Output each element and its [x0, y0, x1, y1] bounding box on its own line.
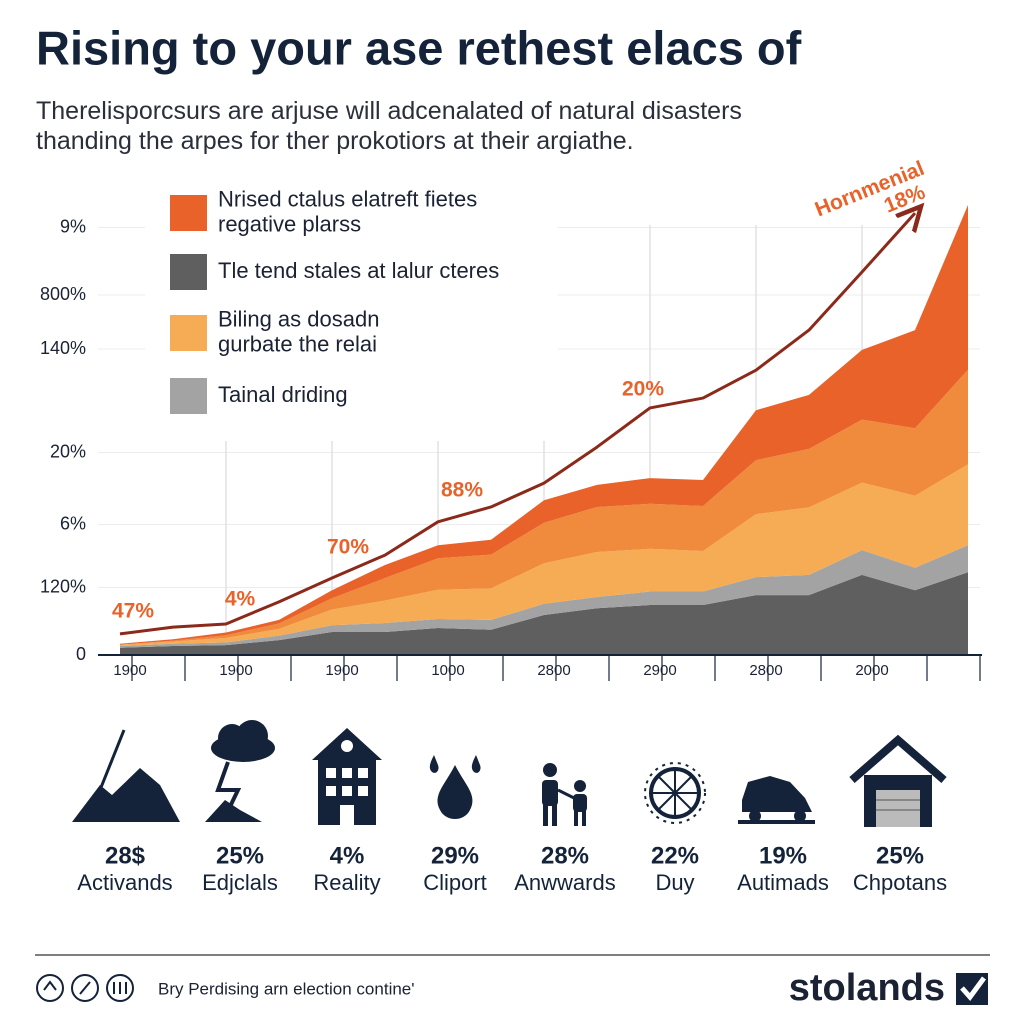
annotation: 47% [112, 600, 154, 623]
x-tick-label: 1900 [113, 662, 146, 679]
legend-swatch [170, 195, 207, 231]
legend: Nrised ctalus elatreft fietes regative pl… [145, 165, 558, 441]
legend-swatch [170, 254, 207, 290]
stat-label: Reality [313, 870, 380, 895]
y-tick-label: 6% [60, 513, 86, 533]
x-tick-label: 2800 [749, 662, 782, 679]
x-tick-label: 2000 [855, 662, 888, 679]
icon-wheel [644, 762, 706, 824]
footer-icons [36, 974, 134, 1002]
legend-box [145, 165, 558, 441]
stat-value: 28% [541, 842, 589, 869]
icon-mountain [72, 768, 180, 822]
stat-label: Anwwards [514, 870, 615, 895]
stat-value: 4% [330, 842, 365, 869]
y-tick-label: 9% [60, 216, 86, 236]
trend-line [119, 213, 915, 636]
x-tick-label: 1000 [431, 662, 464, 679]
y-tick-label: 140% [40, 338, 86, 358]
x-tick-label: 2800 [537, 662, 570, 679]
area-series [120, 572, 968, 655]
stat-label: Chpotans [853, 870, 947, 895]
stat-label: Edjclals [202, 870, 278, 895]
icons [72, 720, 947, 827]
annotation: 20% [622, 378, 664, 401]
icon-smoke [98, 729, 126, 791]
stat-value: 25% [876, 842, 924, 869]
brand: stolands [789, 967, 945, 1009]
legend-swatch [170, 315, 207, 351]
stat-label: Activands [77, 870, 172, 895]
legend-label: Tle tend stales at lalur cteres [218, 258, 499, 283]
annotation: 70% [327, 536, 369, 559]
x-tick-label: 1900 [325, 662, 358, 679]
icon-drops [429, 755, 481, 819]
stat-label: Duy [655, 870, 694, 895]
icon-building [312, 728, 382, 825]
chart-title: Rising to your ase rethest elacs of [36, 21, 802, 74]
y-tick-label: 120% [40, 576, 86, 596]
icon-storm [205, 720, 275, 822]
y-tick-label: 0 [76, 644, 86, 664]
area-series [120, 464, 968, 646]
stat-value: 29% [431, 842, 479, 869]
stat-value: 19% [759, 842, 807, 869]
stat-value: 28$ [105, 842, 146, 869]
legend-label: Nrised ctalus elatreft fietes regative pl… [218, 186, 477, 236]
annotation: 4% [225, 588, 256, 611]
plot: 0 120% 6% 20% 140% 800% 9% 1900 1900 1900 1000 2800… [40, 157, 982, 681]
stat-value: 22% [651, 842, 699, 869]
icon-car [738, 776, 815, 824]
area-series [120, 369, 968, 645]
stat-label: Cliport [423, 870, 487, 895]
legend-label: Tainal driding [218, 382, 348, 407]
x-tick-label: 1900 [219, 662, 252, 679]
stats: 28$Activands25%Edjclals4%Reality29%Clipo… [77, 842, 947, 894]
y-tick-label: 800% [40, 284, 86, 304]
chart-subtitle: Therelisporcsurs are arjuse will adcenal… [36, 97, 742, 155]
x-tick-label: 2900 [643, 662, 676, 679]
brand-check [956, 973, 988, 1005]
stat-label: Autimads [737, 870, 829, 895]
annotation: 88% [441, 479, 483, 502]
legend-swatch [170, 378, 207, 414]
stat-value: 25% [216, 842, 264, 869]
icon-people [542, 763, 587, 826]
area-series [120, 205, 968, 645]
icon-house [849, 734, 947, 827]
footer-text: Bry Perdising arn election contine' [158, 979, 415, 998]
y-tick-label: 20% [50, 441, 86, 461]
legend-label: Biling as dosadn gurbate the relai [218, 306, 379, 356]
